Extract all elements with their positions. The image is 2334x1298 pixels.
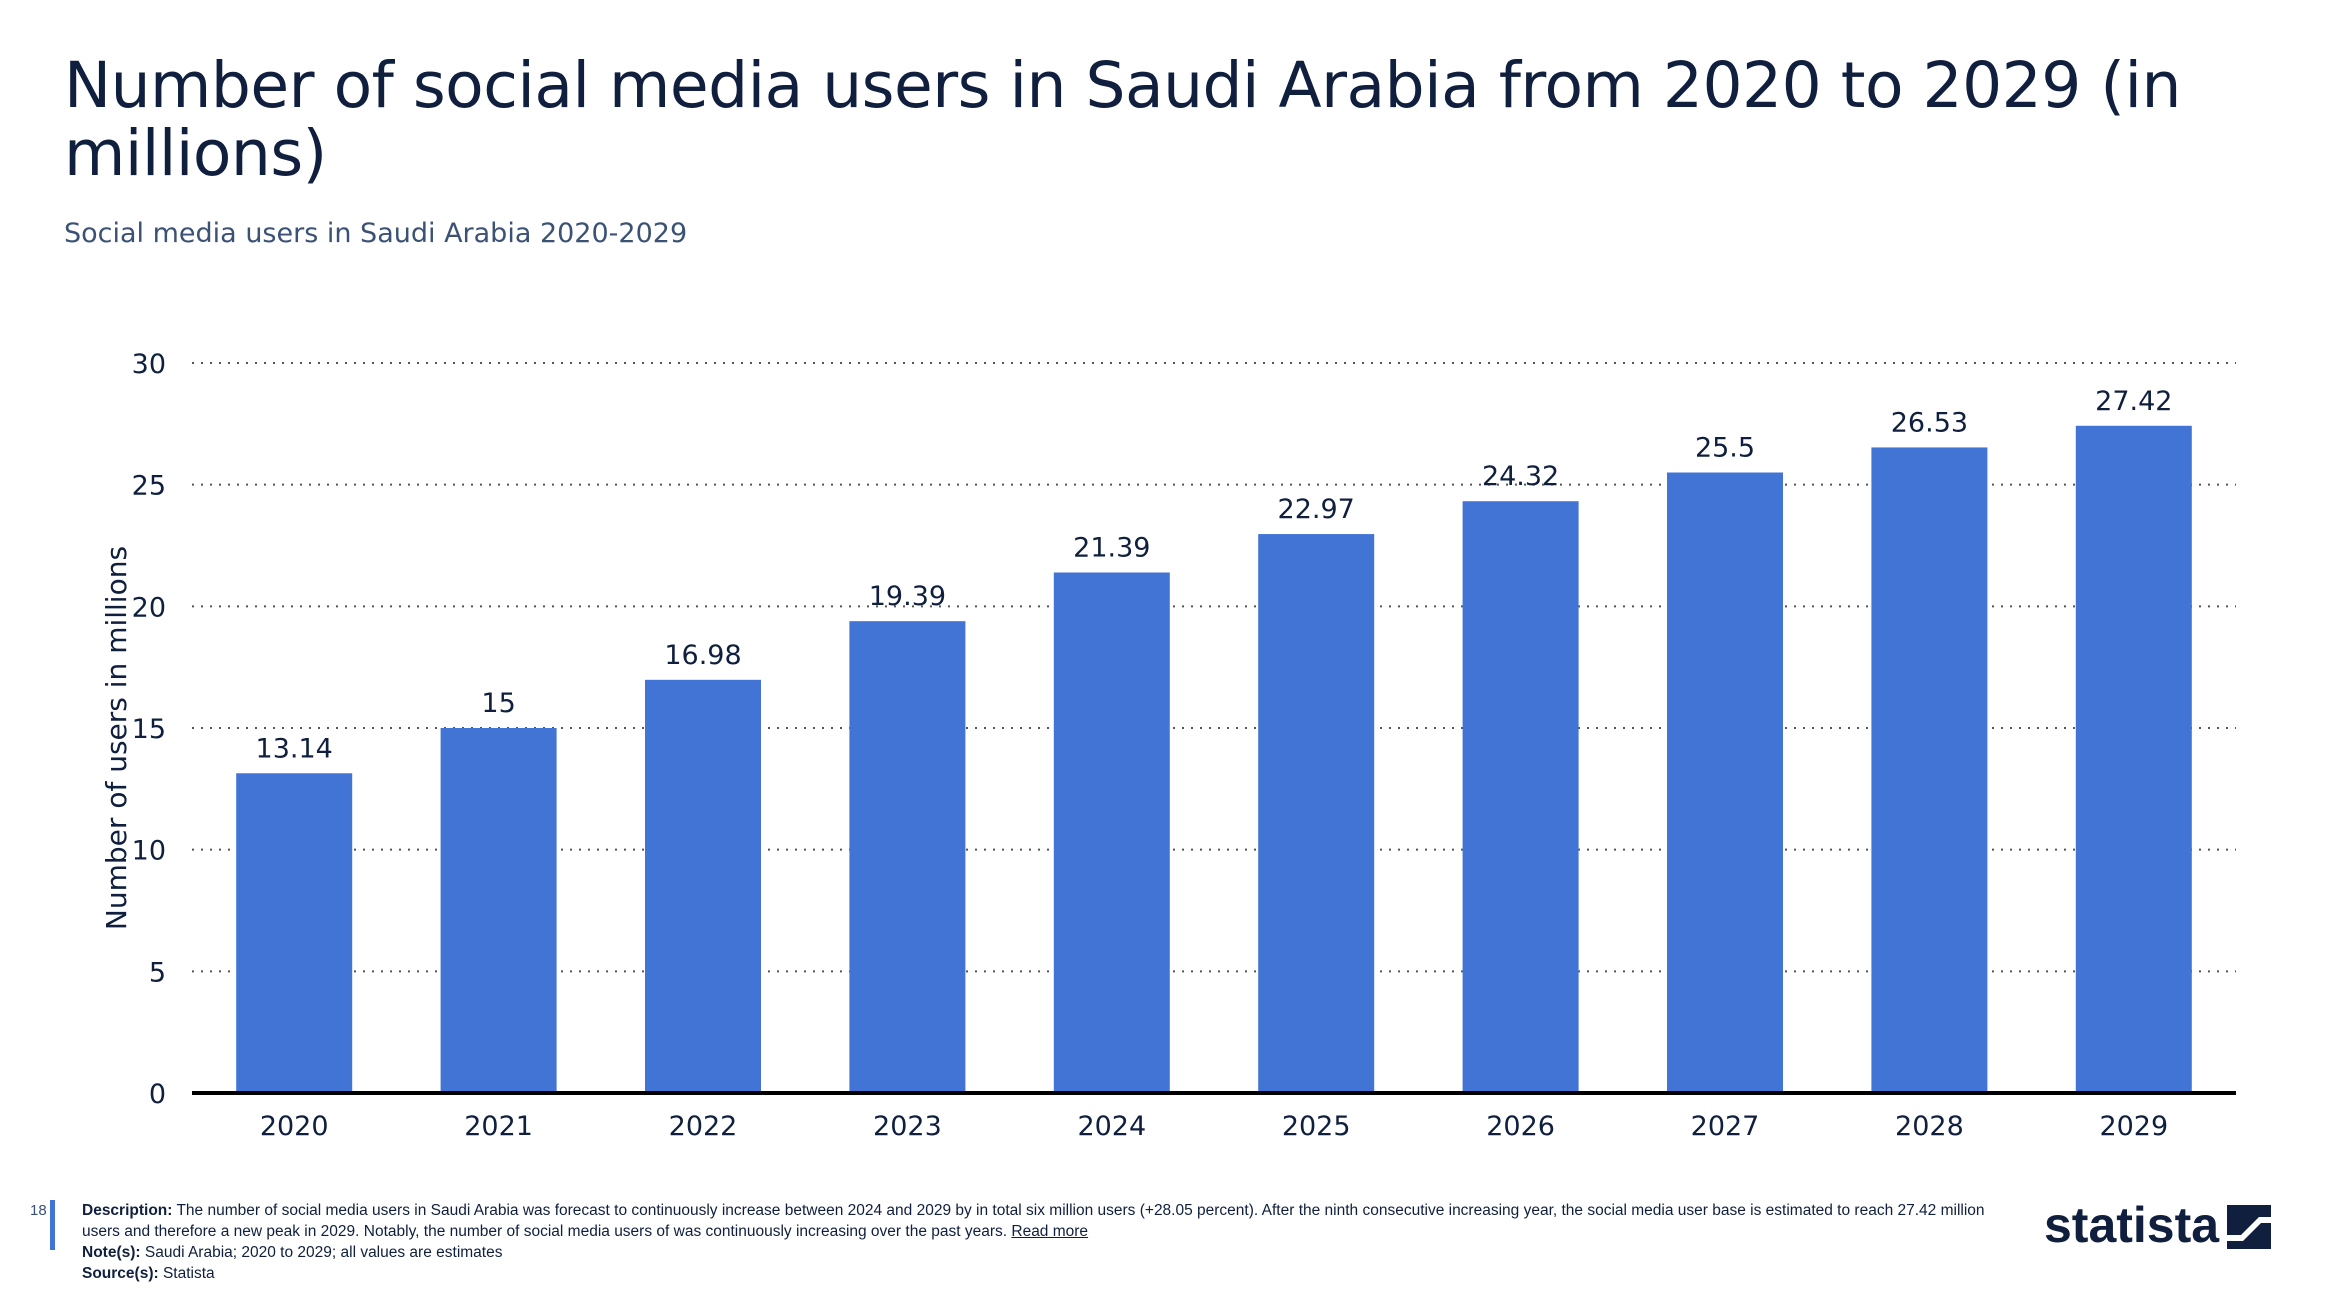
bar-value-label: 27.42: [2095, 386, 2172, 417]
x-tick-label: 2023: [873, 1111, 942, 1142]
y-tick-label: 30: [132, 349, 166, 380]
bar-value-label: 21.39: [1073, 533, 1150, 564]
logo-text: statista: [2044, 1197, 2220, 1253]
statista-logo[interactable]: statista: [2044, 1196, 2272, 1254]
read-more-link[interactable]: Read more: [1011, 1223, 1089, 1240]
bar: [1462, 501, 1579, 1093]
y-axis-label: Number of users in millions: [100, 546, 133, 930]
bar-value-label: 15: [481, 688, 515, 719]
x-tick-label: 2029: [2099, 1111, 2168, 1142]
y-tick-label: 25: [132, 471, 166, 502]
description-label: Description:: [82, 1202, 173, 1219]
x-tick-label: 2025: [1282, 1111, 1351, 1142]
x-tick-label: 2021: [464, 1111, 533, 1142]
y-tick-label: 15: [132, 714, 166, 745]
footer-accent-bar: [50, 1200, 55, 1250]
source: Source(s): Statista: [82, 1263, 1990, 1284]
bar: [236, 773, 353, 1093]
notes-text: Saudi Arabia; 2020 to 2029; all values a…: [144, 1244, 503, 1261]
bar: [1053, 572, 1170, 1093]
description: Description: The number of social media …: [82, 1200, 1990, 1242]
bar-value-label: 25.5: [1695, 433, 1755, 464]
bar-value-label: 13.14: [256, 733, 333, 764]
notes-label: Note(s):: [82, 1244, 141, 1261]
bar-value-label: 16.98: [664, 640, 741, 671]
x-tick-label: 2024: [1077, 1111, 1146, 1142]
description-text: The number of social media users in Saud…: [82, 1202, 1985, 1240]
y-tick-label: 0: [149, 1079, 166, 1110]
y-tick-label: 5: [149, 957, 166, 988]
bar: [440, 728, 557, 1093]
page-number: 18: [30, 1202, 47, 1219]
y-tick-label: 20: [132, 592, 166, 623]
bar-value-label: 26.53: [1891, 407, 1968, 438]
bar-value-label: 19.39: [869, 581, 946, 612]
x-tick-label: 2022: [669, 1111, 738, 1142]
bar-value-labels: 13.14 15 16.98 19.39 21.39 22.97 24.32 25.5 26.5…: [256, 386, 2173, 764]
chart-title: Number of social media users in Saudi Ar…: [64, 49, 2181, 190]
bar: [1871, 447, 1988, 1094]
x-axis-ticks: 2020 2021 2022 2023 2024 2025 2026 2027 2028 2029: [260, 1111, 2168, 1142]
chart-subtitle: Social media users in Saudi Arabia 2020-…: [64, 218, 688, 249]
y-tick-label: 10: [132, 836, 166, 867]
bar: [2075, 425, 2192, 1093]
bar: [645, 679, 761, 1093]
bar-value-label: 22.97: [1278, 494, 1355, 525]
statista-logo-icon: [2227, 1205, 2272, 1249]
x-tick-label: 2026: [1486, 1111, 1555, 1142]
x-tick-label: 2020: [260, 1111, 329, 1142]
y-axis-ticks: 0 5 10 15 20 25 30: [132, 349, 166, 1110]
x-tick-label: 2028: [1895, 1111, 1964, 1142]
notes: Note(s): Saudi Arabia; 2020 to 2029; all…: [82, 1242, 1990, 1263]
bar: [1258, 534, 1375, 1093]
bar-value-label: 24.32: [1482, 461, 1559, 492]
source-label: Source(s):: [82, 1265, 159, 1282]
footer-text: Description: The number of social media …: [82, 1200, 1990, 1284]
x-tick-label: 2027: [1691, 1111, 1760, 1142]
bar: [849, 621, 966, 1093]
bar: [1667, 472, 1783, 1093]
source-text: Statista: [162, 1265, 215, 1282]
bars: [236, 425, 2192, 1094]
footer: 18 Description: The number of social med…: [30, 1200, 1990, 1284]
